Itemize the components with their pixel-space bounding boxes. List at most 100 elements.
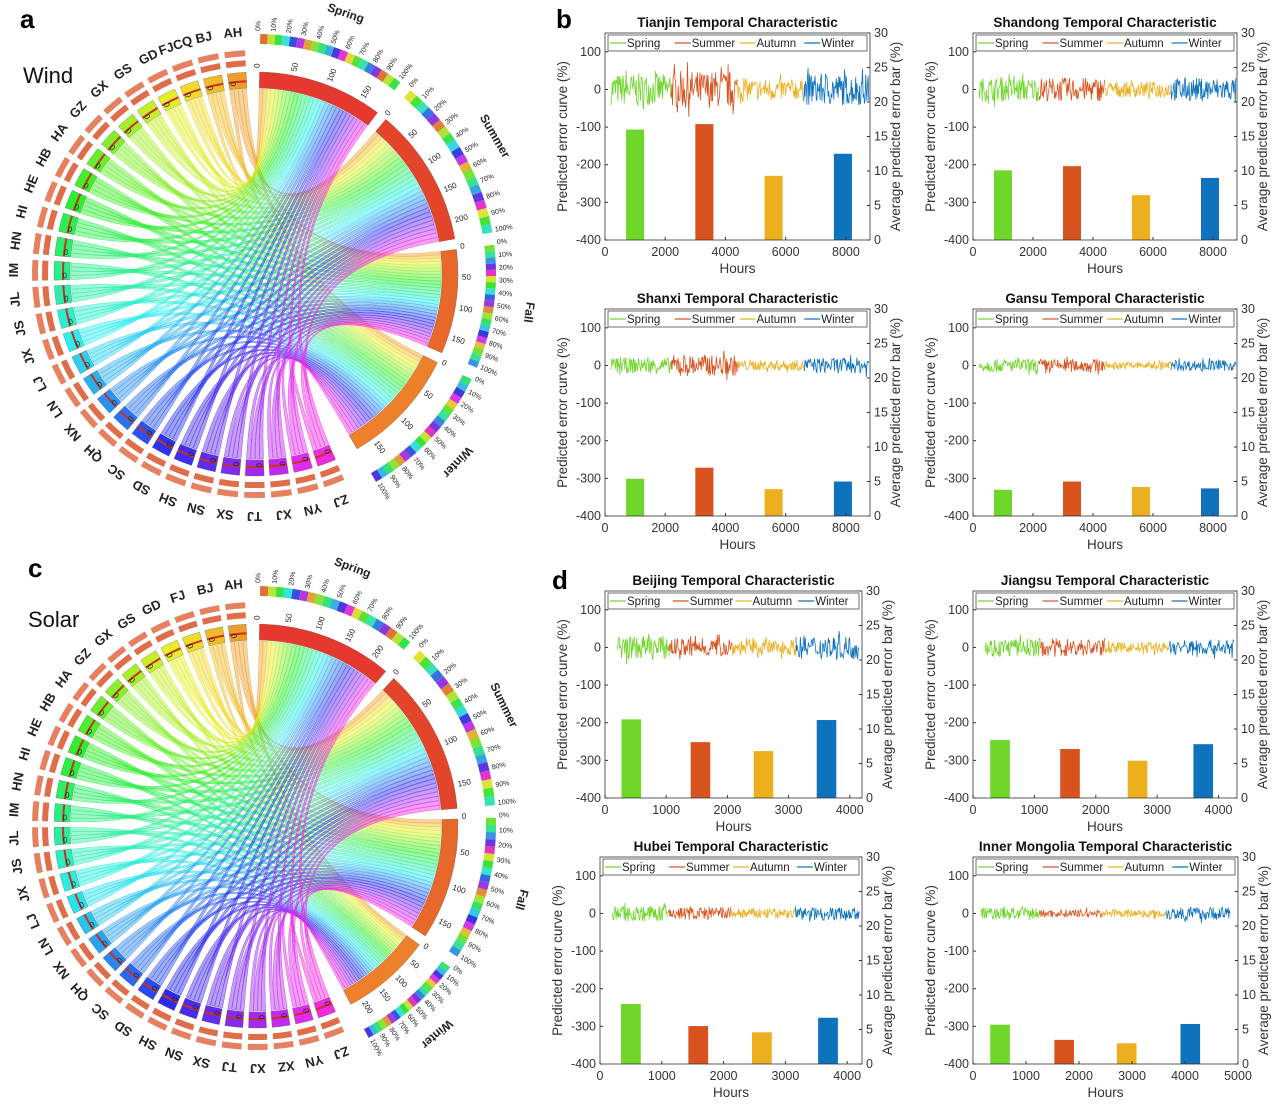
province-outer-ring xyxy=(197,53,220,64)
panel-letter-a: a xyxy=(20,4,35,34)
percent-ring-segment xyxy=(412,650,427,664)
y2-tick-label: 25 xyxy=(1242,885,1256,899)
y-tick-label: -400 xyxy=(571,1057,596,1071)
season-tick: 50 xyxy=(284,612,294,623)
chord-ribbon xyxy=(84,201,442,285)
chord-ribbon xyxy=(71,649,317,844)
province-outer-ring xyxy=(47,725,62,747)
percent-label: 100% xyxy=(368,1038,383,1057)
season-arc-winter xyxy=(343,935,420,1005)
chord-ribbon xyxy=(218,669,359,1009)
percent-ring-segment xyxy=(425,977,437,989)
season-tick: 0 xyxy=(460,241,466,251)
percent-label: 10% xyxy=(272,569,280,584)
x-tick-label: 0 xyxy=(970,1069,977,1083)
percent-ring-segment xyxy=(466,176,479,188)
percent-label: 70% xyxy=(359,41,371,57)
chord-ribbon xyxy=(76,646,305,789)
province-tick: 0 xyxy=(126,414,136,424)
province-tick: 0 xyxy=(96,379,105,389)
chord-ribbon xyxy=(235,787,438,1011)
legend-box xyxy=(975,592,1235,610)
province-outer-ring xyxy=(174,610,195,624)
province-label-HI: HI xyxy=(15,745,33,762)
bar-autumn xyxy=(764,489,783,516)
province-outer-ring xyxy=(248,1033,268,1040)
chord-ribbon xyxy=(107,757,430,940)
province-label-NX: NX xyxy=(61,421,84,445)
percent-label: 20% xyxy=(459,401,475,414)
season-arc-summer xyxy=(382,678,458,810)
bar-summer xyxy=(688,1026,709,1064)
curve-summer xyxy=(670,62,738,117)
province-tick: 0 xyxy=(322,999,332,1007)
chord-ribbon xyxy=(290,910,346,1003)
curve-autumn xyxy=(730,907,796,920)
season-tick: 100 xyxy=(314,615,327,631)
percent-label: 40% xyxy=(442,425,457,439)
percent-ring-segment xyxy=(484,796,496,806)
season-arc-summer xyxy=(375,119,456,242)
bar-autumn xyxy=(1132,195,1150,240)
chord-ribbon xyxy=(74,651,321,866)
province-outer-ring xyxy=(35,313,47,335)
percent-label: 80% xyxy=(400,466,414,481)
y-tick-label: -100 xyxy=(576,396,601,410)
province-tick: 0 xyxy=(183,92,193,100)
percent-ring-segment xyxy=(267,586,277,597)
chord-ribbon xyxy=(75,164,408,244)
y-tick-label: -300 xyxy=(944,471,969,485)
percent-label: 50% xyxy=(336,584,347,600)
y-tick-label: -100 xyxy=(576,678,601,692)
percent-ring-segment xyxy=(469,352,482,362)
curve-winter xyxy=(1169,639,1235,660)
percent-ring-segment xyxy=(474,341,486,351)
chord-ribbon xyxy=(106,713,407,772)
percent-ring-segment xyxy=(288,36,298,48)
province-outer-ring xyxy=(32,232,42,255)
percent-ring-segment xyxy=(382,73,395,87)
percent-ring-segment xyxy=(484,294,496,302)
x-tick-label: 8000 xyxy=(832,245,860,259)
x-tick-label: 0 xyxy=(970,245,977,259)
x-tick-label: 2000 xyxy=(1019,245,1047,259)
y-tick-label: 100 xyxy=(575,869,596,883)
province-outer-ring xyxy=(65,921,81,941)
percent-ring-segment xyxy=(437,409,450,422)
province-outer-ring xyxy=(87,402,106,422)
y-tick-label: -100 xyxy=(576,120,601,134)
percent-ring-segment xyxy=(482,306,494,314)
legend-label-summer: Summer xyxy=(692,38,736,50)
province-tick: 0 xyxy=(186,450,196,458)
percent-label: 60% xyxy=(352,590,364,606)
chord-ribbon xyxy=(71,282,441,298)
curve-autumn xyxy=(1104,640,1170,656)
curve-winter xyxy=(794,905,860,922)
x-tick-label: 3000 xyxy=(1118,1069,1146,1083)
percent-ring-segment xyxy=(260,34,268,45)
province-outer-ring xyxy=(60,359,76,380)
percent-ring-segment xyxy=(433,415,446,427)
bar-spring xyxy=(994,170,1012,240)
percent-ring-segment xyxy=(424,662,438,677)
province-tick: 0 xyxy=(185,643,195,651)
percent-ring-segment xyxy=(459,374,472,386)
percent-ring-segment xyxy=(481,311,493,320)
y-tick-label: -100 xyxy=(944,120,969,134)
percent-ring-segment xyxy=(321,596,333,608)
y2-tick-label: 25 xyxy=(866,619,880,633)
percent-ring-segment xyxy=(479,323,491,333)
chord-ribbon xyxy=(276,119,361,458)
legend-label-winter: Winter xyxy=(1189,314,1222,326)
y-tick-label: 100 xyxy=(948,869,969,883)
province-outer-ring xyxy=(56,730,71,750)
percent-label: 10% xyxy=(421,86,436,101)
y-tick-label: -200 xyxy=(944,982,969,996)
percent-ring-segment xyxy=(445,690,459,704)
province-outer-ring xyxy=(295,473,316,485)
chord-ribbon xyxy=(276,796,440,1010)
province-outer-ring xyxy=(93,961,112,980)
percent-ring-segment xyxy=(456,380,469,392)
province-outer-ring xyxy=(98,428,118,447)
percent-ring-segment xyxy=(358,610,370,624)
